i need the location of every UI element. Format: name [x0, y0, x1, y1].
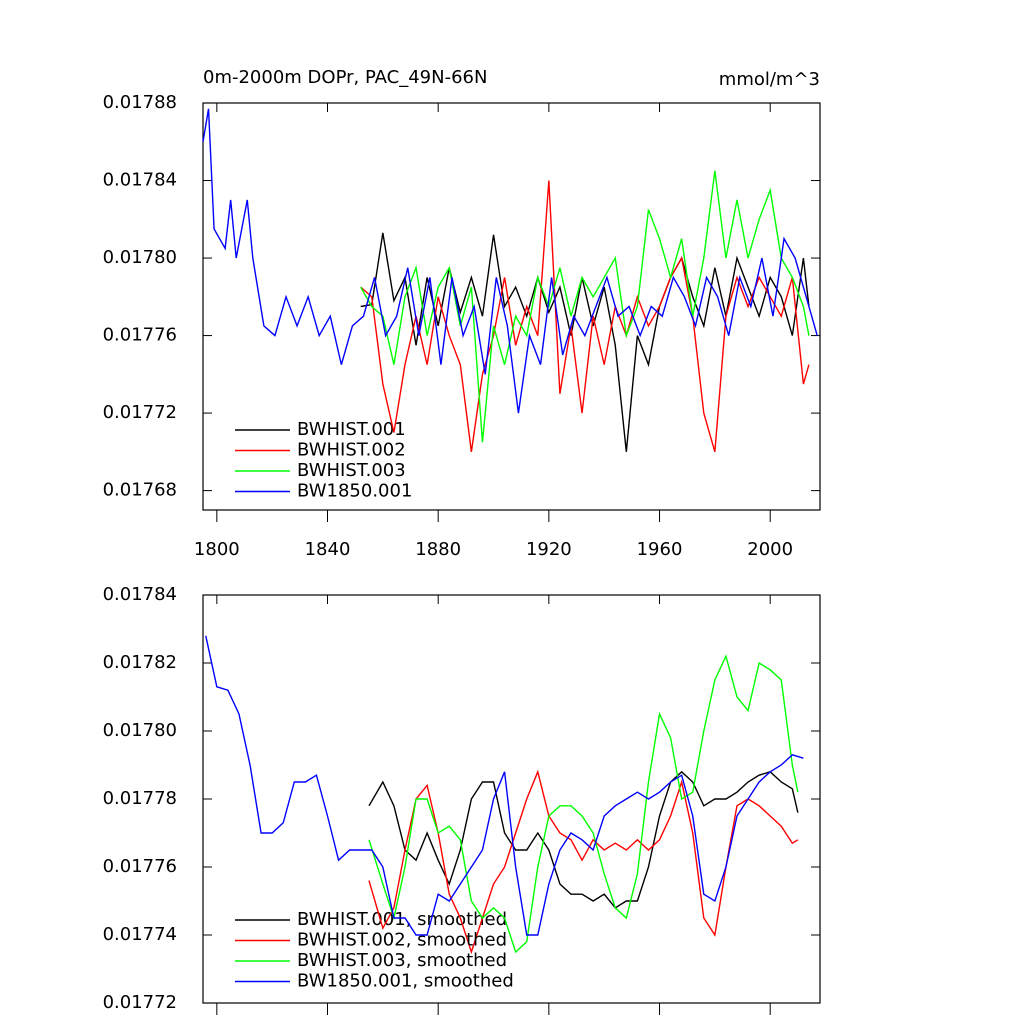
- legend-label: BWHIST.002, smoothed: [297, 930, 507, 951]
- legend-label: BWHIST.001, smoothed: [297, 909, 507, 930]
- legend-label: BWHIST.001: [297, 419, 406, 440]
- data-line: [368, 654, 799, 954]
- y-tick-label: 0.01772: [103, 402, 177, 423]
- x-tick-label: 1840: [305, 539, 351, 560]
- data-line: [368, 769, 799, 955]
- y-tick-label: 0.01772: [103, 992, 177, 1013]
- x-tick-label: 1800: [194, 539, 240, 560]
- chart-units: mmol/m^3: [719, 69, 820, 90]
- y-tick-label: 0.01768: [103, 480, 177, 501]
- y-tick-label: 0.01776: [103, 856, 177, 877]
- y-tick-label: 0.01780: [103, 247, 177, 268]
- y-tick-label: 0.01774: [103, 924, 177, 945]
- plot-frame: [202, 594, 821, 1004]
- x-tick-label: 2000: [747, 539, 793, 560]
- y-tick-label: 0.01778: [103, 788, 177, 809]
- y-tick-label: 0.01784: [103, 170, 177, 191]
- data-line: [360, 170, 810, 443]
- legend-label: BW1850.001: [297, 481, 412, 502]
- data-line: [360, 232, 810, 452]
- y-tick-label: 0.01780: [103, 720, 177, 741]
- x-tick-label: 1920: [526, 539, 572, 560]
- data-line: [205, 635, 804, 936]
- chart-title: 0m-2000m DOPr, PAC_49N-66N: [203, 67, 487, 88]
- x-tick-label: 1960: [637, 539, 683, 560]
- legend-label: BW1850.001, smoothed: [297, 971, 514, 992]
- x-tick-label: 1880: [415, 539, 461, 560]
- legend-label: BWHIST.003, smoothed: [297, 950, 507, 971]
- data-line: [202, 108, 818, 414]
- y-tick-label: 0.01782: [103, 652, 177, 673]
- y-tick-label: 0.01776: [103, 325, 177, 346]
- plot-frame: [202, 102, 821, 511]
- y-tick-label: 0.01788: [103, 92, 177, 113]
- legend-label: BWHIST.002: [297, 440, 406, 461]
- y-tick-label: 0.01784: [103, 584, 177, 605]
- data-line: [368, 770, 799, 909]
- legend-label: BWHIST.003: [297, 460, 406, 481]
